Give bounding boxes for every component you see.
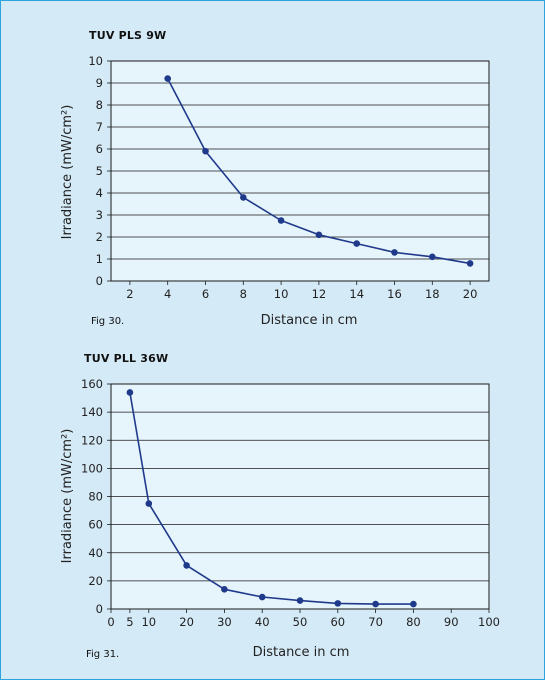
data-point [429,253,436,261]
y-tick-label: 60 [88,518,103,532]
plot-border [110,60,490,282]
data-point [240,194,247,201]
data-point [466,260,474,267]
x-tick-label: 0 [107,615,114,629]
data-point [183,562,190,569]
y-tick-label: 3 [96,208,103,222]
x-tick-label: 70 [368,615,383,629]
x-tick-label: 10 [141,615,156,629]
x-tick-label: 10 [274,287,289,301]
y-tick-label: 80 [88,490,103,504]
x-tick-label: 18 [425,287,440,301]
y-tick-label: 2 [96,230,103,244]
x-tick-label: 14 [349,287,364,301]
data-point [221,586,228,593]
data-point [126,389,134,396]
data-point [353,240,361,247]
y-tick-label: 5 [96,164,103,178]
y-tick-label: 4 [96,186,103,200]
x-tick-label: 50 [293,615,308,629]
x-tick-label: 40 [255,615,270,629]
x-tick-label: 100 [478,615,500,629]
x-tick-label: 6 [202,287,209,301]
data-point [334,600,342,607]
y-tick-label: 7 [96,120,103,134]
chart-tuv-pll-36w: TUV PLL 36W Irradiance (mW/cm²) Distance… [60,352,500,660]
x-tick-label: 5 [126,615,133,629]
y-tick-label: 9 [96,76,103,90]
data-point [258,593,266,601]
y-tick-label: 140 [81,405,103,419]
data-point [391,249,398,256]
y-tick-label: 120 [81,433,103,447]
y-tick-label: 20 [88,574,103,588]
chart-title: TUV PLL 36W [84,352,168,365]
data-point [145,500,153,507]
x-tick-label: 90 [444,615,459,629]
figure-caption: Fig 30. [91,316,124,327]
data-point [164,75,171,82]
y-tick-label: 0 [96,602,103,616]
plot-border [110,383,490,610]
x-tick-label: 2 [126,287,133,301]
x-tick-label: 8 [240,287,247,301]
data-point [202,147,209,155]
x-axis-label: Distance in cm [261,313,358,328]
y-tick-label: 1 [96,252,103,266]
x-tick-label: 20 [463,287,478,301]
y-axis-label: Irradiance (mW/cm²) [60,429,75,564]
x-tick-label: 16 [387,287,402,301]
figure-caption: Fig 31. [86,649,119,660]
chart-tuv-pls-9w: TUV PLS 9W Irradiance (mW/cm²) Distance … [60,29,490,328]
data-point [277,217,285,224]
data-point [410,600,417,608]
x-tick-label: 30 [217,615,232,629]
x-tick-label: 4 [164,287,171,301]
y-tick-label: 10 [88,54,103,68]
x-tick-label: 12 [312,287,327,301]
x-axis-label: Distance in cm [253,645,350,660]
data-point [315,231,323,239]
chart-title: TUV PLS 9W [89,29,166,42]
y-axis-label: Irradiance (mW/cm²) [60,105,75,240]
y-tick-label: 160 [81,377,103,391]
y-tick-label: 6 [96,142,103,156]
data-point [296,597,304,604]
y-tick-label: 40 [88,546,103,560]
x-tick-label: 60 [330,615,345,629]
data-point [372,600,379,608]
x-tick-label: 80 [406,615,421,629]
y-tick-label: 8 [96,98,103,112]
y-tick-label: 0 [96,274,103,288]
x-tick-label: 20 [179,615,194,629]
y-tick-label: 100 [81,461,103,475]
